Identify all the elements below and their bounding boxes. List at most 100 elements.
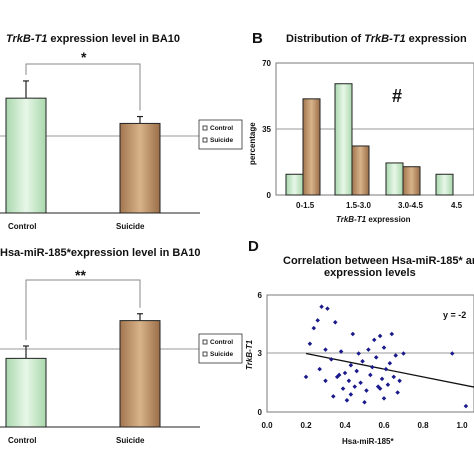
panel-d-point-28 — [379, 376, 385, 382]
panel-d-point-45 — [336, 372, 342, 378]
panel-d-ytick-0: 0 — [258, 408, 263, 417]
panel-b-bar-s1-c2 — [402, 166, 421, 196]
panel-b-tick-1: 1.5-3.0 — [346, 201, 371, 210]
panel-d-point-39 — [395, 390, 400, 395]
panel-d-point-46 — [348, 392, 354, 397]
panel-d-point-15 — [348, 362, 354, 368]
panel-d-point-50 — [463, 403, 469, 409]
panel-b-xlabel: TrkB-T1 expression — [336, 215, 411, 224]
panel-b-bar-s0-c3 — [435, 173, 454, 196]
panel-c-bars — [5, 279, 161, 428]
panel-b-tick-2: 3.0-4.5 — [398, 201, 423, 210]
panel-c-significance-bracket — [25, 279, 141, 341]
panel-d-label: D — [248, 238, 259, 255]
panel-d-point-23 — [342, 370, 348, 376]
panel-c-legend-swatch-suicide — [202, 351, 208, 357]
panel-d-point-4 — [332, 320, 338, 325]
panel-d-ytick-6: 6 — [258, 291, 263, 300]
panel-d-point-3 — [315, 318, 320, 323]
panel-b-title: Distribution of TrkB-T1 expression — [286, 33, 467, 45]
panel-b-ytick-35: 35 — [262, 125, 271, 134]
panel-d-xtick-0: 0.0 — [261, 421, 273, 430]
panel-d-point-1 — [325, 306, 330, 311]
panel-b-bar-s0-c0 — [285, 173, 304, 196]
panel-d-xtick-5: 1.0 — [456, 421, 468, 430]
panel-d-point-42 — [370, 364, 375, 370]
panel-b-bars — [285, 83, 454, 196]
panel-d-xtick-4: 0.8 — [417, 421, 429, 430]
panel-b-bar-s0-c1 — [334, 83, 353, 196]
panel-d-point-49 — [449, 351, 455, 356]
panel-d-point-18 — [383, 366, 389, 372]
panel-d-point-32 — [352, 384, 358, 389]
panel-c-significance: ** — [75, 267, 86, 283]
panel-d-point-17 — [373, 355, 379, 360]
panel-b-tick-0: 0-1.5 — [296, 201, 315, 210]
panel-d-point-9 — [377, 333, 383, 339]
panel-b-significance: # — [392, 86, 402, 106]
panel-d-point-29 — [385, 382, 391, 387]
panel-d-point-2 — [311, 325, 317, 331]
panel-d-equation: y = -2 — [443, 310, 466, 320]
panel-d-point-19 — [393, 353, 398, 358]
panel-a-tick-suicide: Suicide — [116, 222, 145, 231]
panel-d-trendline — [305, 352, 474, 388]
panel-a-title: TrkB-T1 expression level in BA10 — [6, 33, 180, 45]
panel-d-point-26 — [358, 380, 363, 386]
panel-d-ytick-3: 3 — [258, 349, 263, 358]
panel-d-point-41 — [354, 368, 359, 374]
panel-b-bar-s1-c1 — [351, 145, 370, 196]
panel-d-point-40 — [323, 378, 328, 384]
panel-a-legend-suicide: Suicide — [210, 137, 234, 144]
panel-a-legend-control: Control — [210, 125, 233, 132]
panel-d-point-34 — [364, 388, 369, 393]
panel-a: TrkB-T1 expression level in BA10 * Contr… — [0, 33, 243, 231]
panel-d-marks — [303, 304, 474, 409]
panel-d-point-25 — [346, 378, 352, 384]
panel-d-point-22 — [329, 357, 334, 362]
panel-c-bar-suicide — [119, 320, 161, 428]
panel-c-title: Hsa-miR-185*expression level in BA10 — [0, 247, 201, 259]
panel-d-point-5 — [307, 341, 313, 347]
panel-d-point-47 — [362, 399, 367, 405]
panel-c-legend-control: Control — [210, 339, 233, 346]
panel-d-point-48 — [377, 386, 383, 391]
panel-d-xtick-3: 0.6 — [378, 421, 390, 430]
panel-d-point-10 — [371, 337, 377, 343]
panel-a-legend-swatch-control — [202, 125, 208, 131]
panel-b-label: B — [252, 30, 263, 47]
panel-d-point-12 — [356, 351, 361, 356]
panel-b-ytick-70: 70 — [262, 59, 271, 68]
panel-d-point-21 — [317, 366, 322, 372]
panel-d-point-0 — [319, 304, 324, 309]
panel-d-point-36 — [331, 394, 336, 399]
panel-c-legend-box — [198, 333, 243, 364]
panel-d-point-44 — [303, 374, 309, 380]
panel-d-point-30 — [391, 374, 397, 380]
panel-c-legend-suicide: Suicide — [210, 351, 234, 358]
panel-d-point-7 — [338, 349, 344, 354]
panel-a-bar-suicide — [119, 122, 161, 214]
panel-d-point-8 — [350, 331, 356, 337]
panel-d-point-31 — [397, 378, 402, 384]
panel-c: Hsa-miR-185*expression level in BA10 ** … — [0, 247, 243, 445]
panel-c-tick-control: Control — [8, 436, 36, 445]
panel-c-bar-control — [5, 357, 47, 428]
panel-d-point-27 — [368, 372, 373, 378]
panel-d-point-43 — [387, 360, 393, 366]
panel-d-point-38 — [381, 396, 387, 401]
panel-d-x-ticks: 0.0 0.2 0.4 0.6 0.8 1.0 — [261, 421, 468, 430]
panel-b-ylabel: percentage — [248, 122, 257, 165]
panel-d-ylabel: TrkB-T1 — [245, 339, 254, 370]
panel-c-legend-swatch-control — [202, 339, 208, 345]
panel-d: D Correlation between Hsa-miR-185* and T… — [245, 238, 474, 446]
panel-b-tick-3: 4.5 — [451, 201, 463, 210]
panel-d-title-line2: expression levels — [324, 267, 416, 279]
panel-b-bar-s0-c2 — [385, 162, 404, 196]
panel-b: B Distribution of TrkB-T1 expression per… — [248, 30, 474, 224]
panel-a-tick-control: Control — [8, 222, 36, 231]
panel-a-legend: Control Suicide — [198, 119, 243, 150]
panel-a-bars — [5, 63, 161, 214]
panel-a-bar-control — [5, 97, 47, 214]
